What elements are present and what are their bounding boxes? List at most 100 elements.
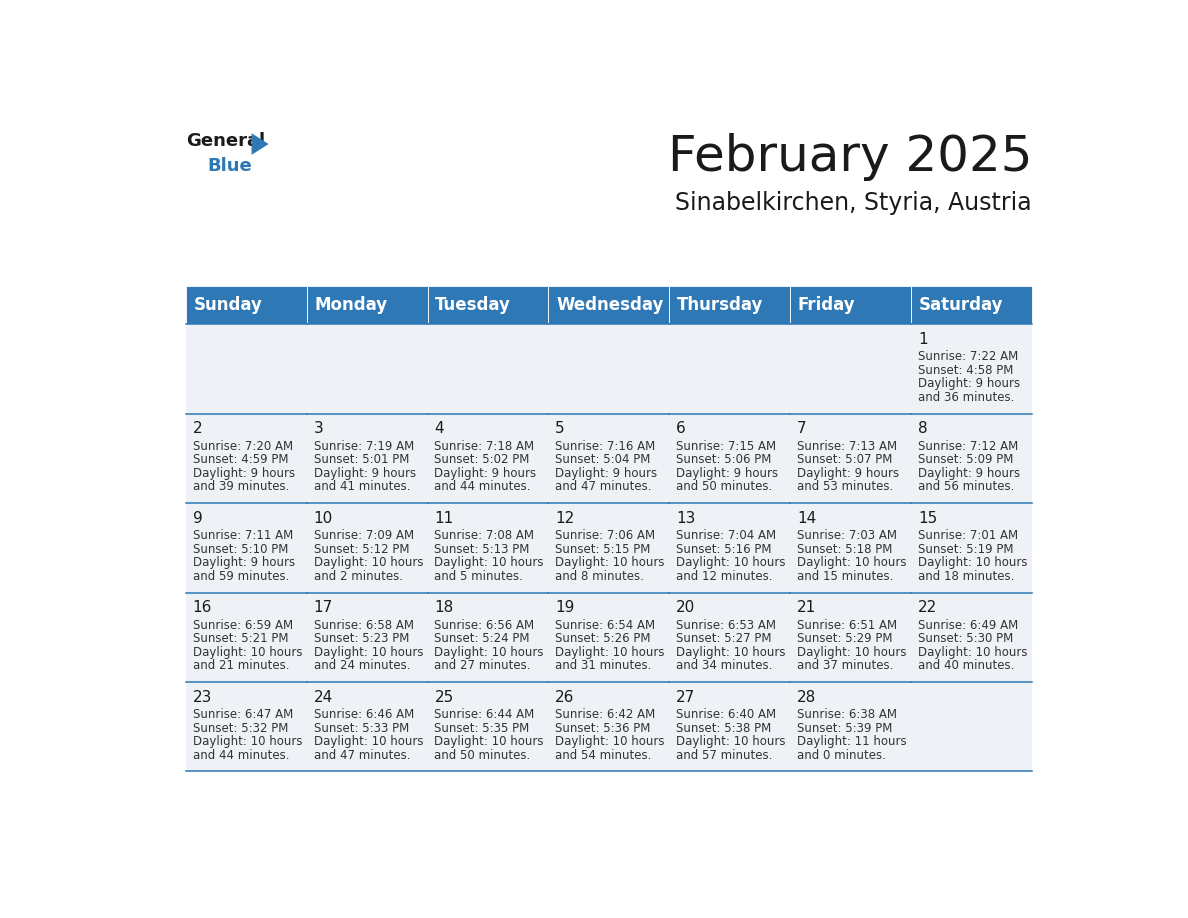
- Text: 14: 14: [797, 510, 816, 526]
- Text: Sunrise: 7:15 AM: Sunrise: 7:15 AM: [676, 440, 777, 453]
- Text: and 44 minutes.: and 44 minutes.: [435, 480, 531, 493]
- Text: Tuesday: Tuesday: [435, 296, 511, 314]
- Text: and 47 minutes.: and 47 minutes.: [555, 480, 652, 493]
- Bar: [549, 682, 669, 771]
- Text: Sunrise: 6:54 AM: Sunrise: 6:54 AM: [555, 619, 656, 632]
- Bar: [911, 285, 1032, 324]
- Bar: [911, 503, 1032, 593]
- Text: 9: 9: [192, 510, 202, 526]
- Bar: [669, 593, 790, 682]
- Text: Sunrise: 6:46 AM: Sunrise: 6:46 AM: [314, 708, 413, 722]
- Text: and 39 minutes.: and 39 minutes.: [192, 480, 289, 493]
- Text: Sunrise: 6:42 AM: Sunrise: 6:42 AM: [555, 708, 656, 722]
- Text: Daylight: 9 hours: Daylight: 9 hours: [918, 377, 1020, 390]
- Text: 21: 21: [797, 600, 816, 615]
- Text: 10: 10: [314, 510, 333, 526]
- Text: Blue: Blue: [208, 157, 252, 175]
- Text: Daylight: 9 hours: Daylight: 9 hours: [314, 467, 416, 480]
- Text: Daylight: 10 hours: Daylight: 10 hours: [555, 645, 665, 659]
- Bar: [185, 414, 307, 503]
- Text: and 12 minutes.: and 12 minutes.: [676, 570, 772, 583]
- Text: Daylight: 10 hours: Daylight: 10 hours: [676, 645, 785, 659]
- Text: Sunset: 5:09 PM: Sunset: 5:09 PM: [918, 453, 1013, 466]
- Bar: [307, 503, 428, 593]
- Text: and 27 minutes.: and 27 minutes.: [435, 659, 531, 672]
- Bar: [428, 503, 549, 593]
- Bar: [549, 503, 669, 593]
- Text: Sunset: 5:18 PM: Sunset: 5:18 PM: [797, 543, 892, 555]
- Text: Sunset: 5:36 PM: Sunset: 5:36 PM: [555, 722, 651, 734]
- Text: Daylight: 10 hours: Daylight: 10 hours: [555, 735, 665, 748]
- Text: Sunset: 5:16 PM: Sunset: 5:16 PM: [676, 543, 772, 555]
- Text: Sunset: 5:26 PM: Sunset: 5:26 PM: [555, 633, 651, 645]
- Bar: [549, 324, 669, 414]
- Bar: [185, 285, 307, 324]
- Text: Sunset: 5:32 PM: Sunset: 5:32 PM: [192, 722, 287, 734]
- Text: Sunset: 5:29 PM: Sunset: 5:29 PM: [797, 633, 892, 645]
- Bar: [549, 285, 669, 324]
- Text: and 21 minutes.: and 21 minutes.: [192, 659, 289, 672]
- Text: and 34 minutes.: and 34 minutes.: [676, 659, 772, 672]
- Text: Sunrise: 6:53 AM: Sunrise: 6:53 AM: [676, 619, 776, 632]
- Text: 12: 12: [555, 510, 575, 526]
- Text: 3: 3: [314, 421, 323, 436]
- Text: 16: 16: [192, 600, 211, 615]
- Text: Sunrise: 7:06 AM: Sunrise: 7:06 AM: [555, 530, 656, 543]
- Bar: [669, 414, 790, 503]
- Bar: [669, 285, 790, 324]
- Text: Daylight: 9 hours: Daylight: 9 hours: [918, 467, 1020, 480]
- Text: Friday: Friday: [798, 296, 855, 314]
- Text: Sunset: 5:10 PM: Sunset: 5:10 PM: [192, 543, 287, 555]
- Bar: [549, 593, 669, 682]
- Text: Sunrise: 7:08 AM: Sunrise: 7:08 AM: [435, 530, 535, 543]
- Text: Daylight: 10 hours: Daylight: 10 hours: [192, 735, 302, 748]
- Text: Daylight: 9 hours: Daylight: 9 hours: [192, 556, 295, 569]
- Text: Daylight: 11 hours: Daylight: 11 hours: [797, 735, 906, 748]
- Text: 15: 15: [918, 510, 937, 526]
- Text: and 53 minutes.: and 53 minutes.: [797, 480, 893, 493]
- Text: Daylight: 10 hours: Daylight: 10 hours: [676, 735, 785, 748]
- Text: and 31 minutes.: and 31 minutes.: [555, 659, 652, 672]
- Text: Daylight: 9 hours: Daylight: 9 hours: [192, 467, 295, 480]
- Text: and 56 minutes.: and 56 minutes.: [918, 480, 1015, 493]
- Text: Sunrise: 6:59 AM: Sunrise: 6:59 AM: [192, 619, 292, 632]
- Text: Daylight: 9 hours: Daylight: 9 hours: [797, 467, 899, 480]
- Text: February 2025: February 2025: [668, 133, 1032, 181]
- Text: 18: 18: [435, 600, 454, 615]
- Bar: [307, 593, 428, 682]
- Bar: [911, 324, 1032, 414]
- Text: Sunrise: 7:19 AM: Sunrise: 7:19 AM: [314, 440, 413, 453]
- Text: and 47 minutes.: and 47 minutes.: [314, 749, 410, 762]
- Text: Sunset: 5:04 PM: Sunset: 5:04 PM: [555, 453, 651, 466]
- Text: 2: 2: [192, 421, 202, 436]
- Text: Sunset: 5:19 PM: Sunset: 5:19 PM: [918, 543, 1013, 555]
- Text: Daylight: 10 hours: Daylight: 10 hours: [314, 556, 423, 569]
- Bar: [790, 503, 911, 593]
- Text: Sunset: 5:06 PM: Sunset: 5:06 PM: [676, 453, 772, 466]
- Text: and 0 minutes.: and 0 minutes.: [797, 749, 886, 762]
- Text: Sunset: 5:01 PM: Sunset: 5:01 PM: [314, 453, 409, 466]
- Text: Sunset: 5:27 PM: Sunset: 5:27 PM: [676, 633, 772, 645]
- Bar: [307, 414, 428, 503]
- Text: 6: 6: [676, 421, 685, 436]
- Text: Sunset: 5:30 PM: Sunset: 5:30 PM: [918, 633, 1013, 645]
- Text: Sunrise: 7:22 AM: Sunrise: 7:22 AM: [918, 351, 1018, 364]
- Text: Wednesday: Wednesday: [556, 296, 664, 314]
- Text: General: General: [185, 131, 265, 150]
- Text: Daylight: 9 hours: Daylight: 9 hours: [676, 467, 778, 480]
- Text: Sunset: 5:38 PM: Sunset: 5:38 PM: [676, 722, 771, 734]
- Text: Sunset: 5:15 PM: Sunset: 5:15 PM: [555, 543, 651, 555]
- Text: 13: 13: [676, 510, 696, 526]
- Text: 4: 4: [435, 421, 444, 436]
- Text: 8: 8: [918, 421, 928, 436]
- Bar: [185, 593, 307, 682]
- Text: Daylight: 10 hours: Daylight: 10 hours: [797, 556, 906, 569]
- Bar: [911, 682, 1032, 771]
- Text: Sunrise: 6:47 AM: Sunrise: 6:47 AM: [192, 708, 293, 722]
- Text: 20: 20: [676, 600, 695, 615]
- Text: Sunrise: 7:13 AM: Sunrise: 7:13 AM: [797, 440, 897, 453]
- Text: and 40 minutes.: and 40 minutes.: [918, 659, 1015, 672]
- Polygon shape: [252, 133, 268, 155]
- Text: 5: 5: [555, 421, 565, 436]
- Text: Sunrise: 6:40 AM: Sunrise: 6:40 AM: [676, 708, 777, 722]
